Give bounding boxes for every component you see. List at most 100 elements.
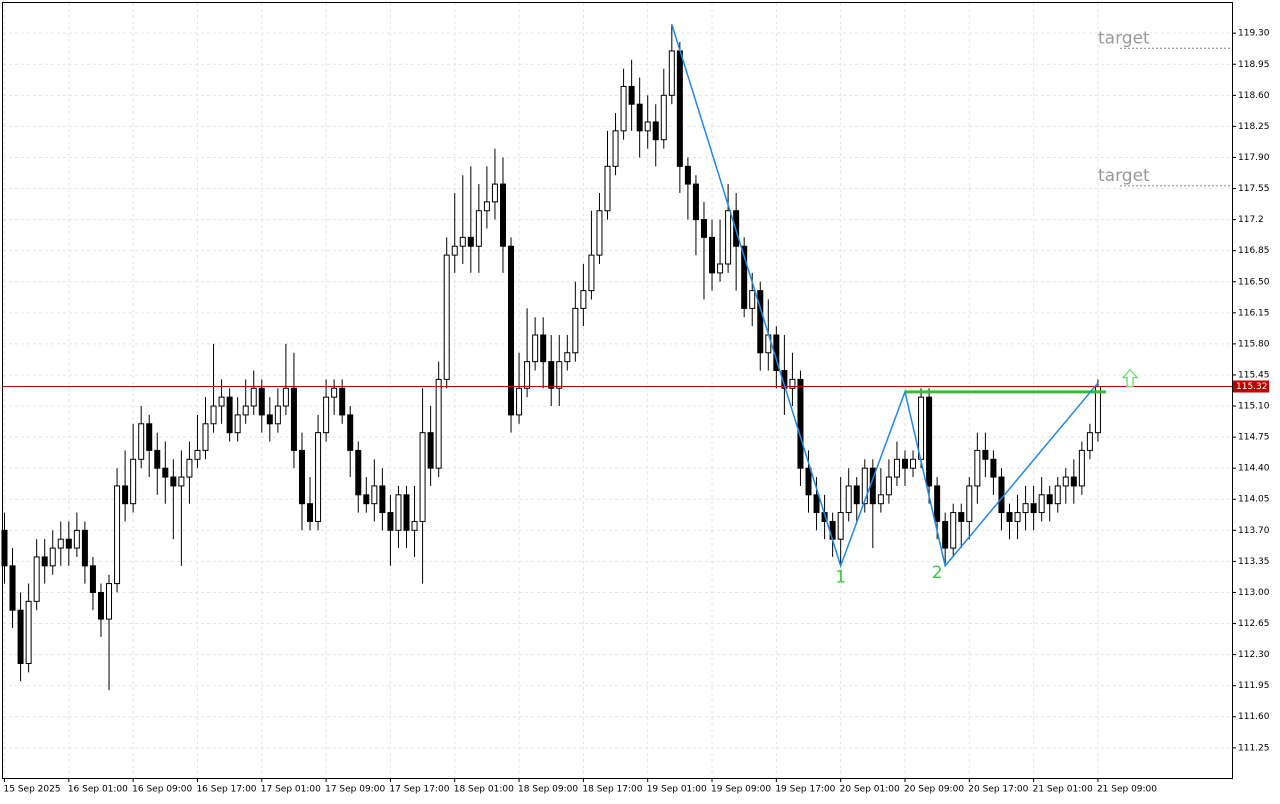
candle-body (89, 565, 96, 593)
price-tag (1233, 380, 1269, 393)
candle-body (186, 458, 193, 478)
candle-body (347, 414, 354, 451)
y-tick-label: 113.35 (1238, 557, 1270, 567)
candle-body (1014, 512, 1021, 522)
candle-body (845, 485, 852, 514)
candle-body (652, 121, 659, 141)
candle-body (146, 423, 153, 451)
candle-body (910, 458, 917, 469)
y-tick-label: 118.25 (1238, 122, 1270, 132)
candle-body (636, 103, 643, 132)
candle-body (612, 130, 619, 167)
candle-body (757, 290, 764, 354)
candle-body (974, 449, 981, 487)
candle-body (532, 334, 539, 363)
x-tick-label: 21 Sep 01:00 (1033, 785, 1093, 795)
candle-body (508, 245, 515, 416)
candle-body (805, 467, 812, 496)
candle-body (411, 520, 418, 531)
candle-body (282, 387, 289, 407)
candle-body (387, 512, 394, 531)
candle-body (162, 467, 169, 478)
x-tick-label: 20 Sep 17:00 (968, 785, 1028, 795)
x-tick-label: 16 Sep 01:00 (68, 785, 128, 795)
candle-body (178, 476, 185, 487)
y-tick-label: 116.15 (1238, 308, 1270, 318)
candle-body (81, 529, 88, 567)
candle-body (363, 494, 370, 505)
candle-body (138, 423, 145, 460)
candle-body (395, 494, 402, 531)
candle-body (499, 183, 506, 247)
candle-body (990, 458, 997, 478)
grid (3, 3, 1232, 778)
candle-body (982, 449, 989, 460)
candle-body (1094, 386, 1101, 434)
pattern-label: 1 (835, 567, 846, 587)
candle-body (331, 387, 338, 398)
x-tick-label: 19 Sep 17:00 (775, 785, 835, 795)
candle-body (628, 85, 635, 105)
candle-body (1006, 512, 1013, 522)
candle-body (427, 432, 434, 469)
y-tick-label: 113.00 (1238, 588, 1270, 598)
candle-body (580, 290, 587, 309)
target-label: target (1098, 166, 1150, 186)
candle-body (258, 387, 265, 416)
y-tick-label: 117.55 (1238, 184, 1270, 194)
candle-body (813, 494, 820, 514)
candle-body (274, 405, 281, 425)
candle-body (266, 414, 273, 425)
candle-body (885, 476, 892, 496)
candle-body (692, 183, 699, 221)
candle-body (516, 387, 523, 416)
candle-body (1038, 494, 1045, 514)
y-tick-label: 119.30 (1238, 29, 1270, 39)
x-tick-label: 17 Sep 09:00 (325, 785, 385, 795)
y-tick-label: 112.30 (1238, 650, 1270, 660)
candle-body (339, 387, 346, 416)
y-tick-label: 111.25 (1238, 743, 1270, 753)
candle-body (17, 609, 24, 664)
candle-body (154, 449, 161, 469)
y-tick-label: 113.70 (1238, 526, 1270, 536)
y-tick-label: 115.10 (1238, 402, 1270, 412)
candle-body (298, 449, 305, 505)
candle-body (1062, 476, 1069, 487)
candle-body (114, 485, 121, 585)
candle-body (41, 556, 48, 567)
candle-body (717, 263, 724, 274)
zigzag-line (671, 24, 1099, 569)
candle-body (57, 538, 64, 549)
pattern-label: 2 (932, 563, 943, 583)
candle-body (676, 50, 683, 167)
candle-body (106, 583, 113, 620)
candle-body (459, 236, 466, 247)
candle-body (789, 378, 796, 389)
y-tick-label: 114.75 (1238, 433, 1270, 443)
candle-body (97, 591, 104, 620)
y-tick-label: 114.05 (1238, 495, 1270, 505)
y-tick-label: 112.65 (1238, 619, 1270, 629)
candle-body (475, 210, 482, 247)
x-tick-label: 16 Sep 09:00 (132, 785, 192, 795)
candle-body (548, 361, 555, 389)
candle-body (588, 254, 595, 292)
x-tick-label: 17 Sep 17:00 (389, 785, 449, 795)
candle-body (315, 432, 322, 522)
candle-body (218, 396, 225, 407)
signal-arrow (1121, 368, 1139, 388)
candle-body (170, 476, 177, 487)
candle-body (958, 512, 965, 522)
candle-body (419, 432, 426, 522)
candle-body (700, 219, 707, 238)
price-tag-label: 115.32 (1236, 382, 1268, 392)
candle-body (323, 396, 330, 434)
candle-body (1022, 503, 1029, 514)
x-tick-label: 18 Sep 09:00 (518, 785, 578, 795)
x-tick-label: 18 Sep 17:00 (582, 785, 642, 795)
y-tick-label: 115.80 (1238, 339, 1270, 349)
candle-body (194, 449, 201, 460)
candle-body (604, 165, 611, 212)
